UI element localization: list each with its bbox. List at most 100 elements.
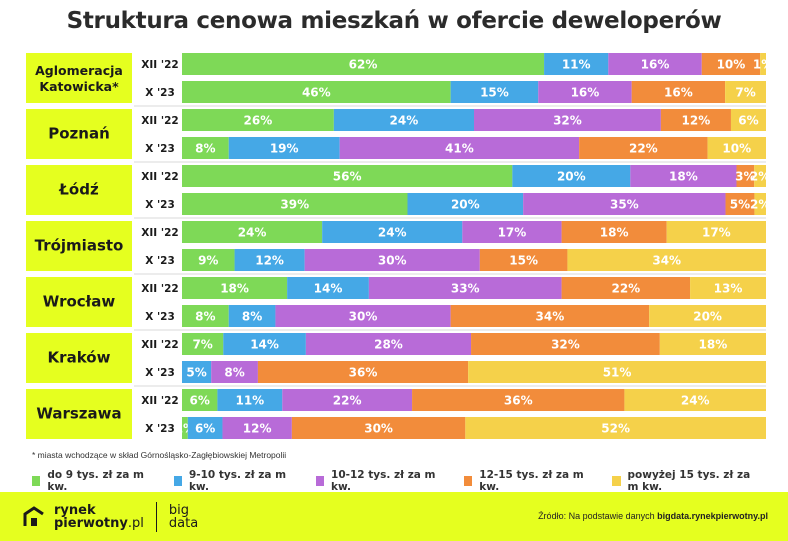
bar-value-label: 24% [378,226,407,240]
period-label: XII '22 [141,283,178,295]
period-label: XII '22 [141,339,178,351]
bar-value-label: 10% [722,142,751,156]
city-label: Aglomeracja Katowicka* [35,63,123,94]
bar-segment [305,333,472,355]
legend-item: 10-12 tys. zł za m kw. [315,469,438,493]
bigdata-line1: big [168,503,189,518]
bar-value-label: 9% [198,254,218,268]
bar-value-label: 34% [652,254,681,268]
bar-value-label: 17% [702,226,731,240]
bar-segment [462,221,562,243]
bar-segment [701,53,761,75]
bar-value-label: 10% [717,58,746,72]
bar-segment [561,277,691,299]
bar-segment [471,333,660,355]
bar-value-label: 8% [195,310,215,324]
bar-segment [322,221,463,243]
bar-value-label: 5% [186,366,206,380]
bar-segment [649,305,766,327]
period-label: X '23 [145,255,175,267]
bar-segment [223,333,306,355]
bar-segment [660,109,731,131]
bar-value-label: 20% [693,310,722,324]
bar-value-label: 14% [314,282,343,296]
bar-value-label: 11% [235,394,264,408]
bar-segment [725,81,766,103]
bar-segment [182,81,451,103]
bar-segment [561,221,667,243]
source-prefix: Źródło: Na podstawie danych [538,511,658,521]
bar-segment [282,389,413,411]
bar-segment [222,417,292,439]
bar-value-label: 6% [738,114,758,128]
bar-value-label: 13% [714,282,743,296]
bar-value-label: 14% [250,338,279,352]
bar-value-label: 16% [641,58,670,72]
bar-segment [182,361,212,383]
city-group: Kraków XII '22 7% 14% 28% 32% 18% X '23 5% 8% 36% 5… [26,329,766,383]
stacked-bar-chart: Aglomeracja Katowicka* XII '22 62% 11% 16% 10%… [26,53,770,439]
bar-segment [182,165,513,187]
bar-value-label: 22% [611,282,640,296]
bar-value-label: 7% [192,338,212,352]
legend-swatch [173,476,182,486]
city-label: Trójmiasto [35,237,124,255]
bar-segment [544,53,609,75]
bar-segment [287,277,369,299]
bar-segment [523,193,726,215]
legend-item: do 9 tys. zł za m kw. [32,469,148,493]
bar-value-label: 39% [280,198,309,212]
period-label: X '23 [145,423,175,435]
bar-value-label: 26% [244,114,273,128]
period-label: XII '22 [141,171,178,183]
bar-value-label: 12% [243,422,272,436]
bar-value-label: 33% [451,282,480,296]
period-label: X '23 [145,143,175,155]
logo-wordmark: rynek pierwotny.pl [54,504,144,530]
bar-segment [257,361,469,383]
logo-line2: pierwotny [54,516,128,531]
bigdata-line2: data [168,516,199,531]
city-label: Wrocław [43,293,116,311]
bigdata-logo: big data [169,504,198,530]
bar-segment [754,193,766,215]
city-label-line: Aglomeracja [35,63,123,78]
bar-segment [624,389,766,411]
bar-segment [608,53,702,75]
bar-segment [182,193,408,215]
bar-segment [412,389,625,411]
logo-line2-suffix: .pl [127,516,144,531]
bar-value-label: 24% [390,114,419,128]
bar-value-label: 32% [551,338,580,352]
period-label: XII '22 [141,59,178,71]
rynekpierwotny-logo-icon [23,506,44,526]
legend-swatch [612,476,621,486]
legend-label: 10-12 tys. zł za m kw. [331,469,436,493]
bar-segment [182,109,334,131]
source-link[interactable]: bigdata.rynekpierwotny.pl [657,511,768,521]
bar-value-label: 16% [571,86,600,100]
bar-value-label: 17% [498,226,527,240]
bar-segment [182,389,218,411]
bar-segment [291,417,466,439]
bar-value-label: 6% [190,394,210,408]
city-label-box [26,165,132,215]
bar-segment [760,53,766,75]
bar-value-label: 11% [562,58,591,72]
period-label: XII '22 [141,395,178,407]
bar-value-label: 18% [669,170,698,184]
bar-segment [512,165,631,187]
city-label-box [26,221,132,271]
bar-segment [182,53,545,75]
bar-segment [666,221,766,243]
bar-value-label: 20% [557,170,586,184]
bar-value-label: 36% [504,394,533,408]
bar-value-label: 15% [480,86,509,100]
city-label: Kraków [48,349,111,367]
city-group: Wrocław XII '22 18% 14% 33% 22% 13% X '23 8% 8% 30… [26,273,766,327]
city-label: Poznań [48,125,110,143]
footnote: * miasta wchodzące w skład Górnośląsko-Z… [32,450,287,460]
legend-label: do 9 tys. zł za m kw. [47,469,144,493]
city-label-line: Katowicka* [39,79,119,94]
